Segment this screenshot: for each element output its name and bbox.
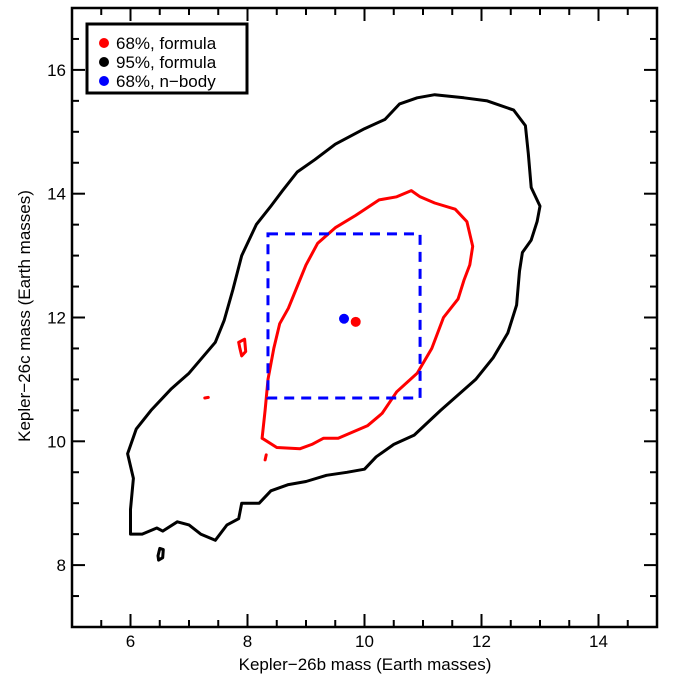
best-fit-point-1 (339, 313, 350, 324)
x-tick-label: 14 (589, 632, 608, 651)
x-tick-label: 6 (126, 632, 135, 651)
x-tick-label: 12 (472, 632, 491, 651)
legend-label-95-formula: 95%, formula (116, 53, 217, 72)
contour-68-formula-3 (263, 453, 268, 462)
axis-ticks (71, 7, 658, 628)
contour-68-formula-1 (237, 337, 248, 358)
plot-frame (70, 6, 659, 629)
contour-95-formula-1 (156, 546, 165, 562)
contour-95-formula-0 (126, 93, 542, 542)
contour-68-formula-2 (203, 395, 210, 400)
best-fit-point-0 (350, 316, 361, 327)
y-tick-label: 16 (47, 61, 66, 80)
legend-marker-68-nbody (99, 76, 109, 86)
nbody-68-box (266, 232, 422, 400)
y-tick-label: 10 (47, 432, 66, 451)
y-axis-label: Kepler−26c mass (Earth masses) (15, 190, 34, 442)
legend-label-68-nbody: 68%, n−body (116, 72, 216, 91)
legend-label-68-formula: 68%, formula (116, 34, 217, 53)
x-tick-label: 10 (355, 632, 374, 651)
y-tick-label: 14 (47, 185, 66, 204)
plot-axes (70, 6, 659, 629)
chart-marks (126, 93, 542, 562)
y-tick-label: 8 (57, 556, 66, 575)
legend: 68%, formula 95%, formula 68%, n−body (85, 22, 249, 95)
contour-68-formula-0 (260, 189, 475, 451)
axis-tick-labels: 6 8 10 12 14 8 10 12 14 16 (47, 61, 608, 651)
x-tick-label: 8 (243, 632, 252, 651)
y-tick-label: 12 (47, 309, 66, 328)
x-axis-label: Kepler−26b mass (Earth masses) (239, 655, 492, 674)
legend-box (85, 22, 249, 95)
legend-marker-95-formula (99, 57, 109, 67)
legend-marker-68-formula (99, 38, 109, 48)
